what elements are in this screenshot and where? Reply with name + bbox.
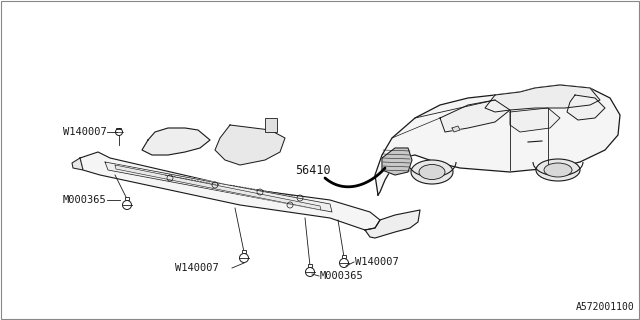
Polygon shape (452, 126, 460, 132)
Bar (242, 250, 246, 252)
Ellipse shape (536, 159, 580, 181)
Polygon shape (510, 108, 560, 132)
Text: W140007: W140007 (355, 257, 399, 267)
Ellipse shape (544, 163, 572, 177)
Text: 56410: 56410 (295, 164, 331, 177)
Polygon shape (567, 95, 605, 120)
Ellipse shape (419, 164, 445, 180)
Text: M000365: M000365 (320, 271, 364, 281)
Polygon shape (485, 85, 600, 112)
Polygon shape (440, 100, 510, 132)
Polygon shape (80, 152, 380, 230)
Polygon shape (382, 148, 412, 175)
Polygon shape (105, 162, 332, 212)
Bar (342, 254, 346, 258)
Ellipse shape (411, 160, 453, 184)
Polygon shape (142, 128, 210, 155)
Polygon shape (365, 210, 420, 238)
Polygon shape (72, 158, 83, 170)
Bar (125, 196, 129, 199)
Polygon shape (115, 165, 321, 210)
Bar (265, 118, 277, 132)
Polygon shape (215, 125, 285, 165)
Text: W140007: W140007 (175, 263, 219, 273)
Polygon shape (375, 85, 620, 195)
Text: A572001100: A572001100 (576, 302, 635, 312)
Text: W140007: W140007 (63, 127, 107, 137)
Text: M000365: M000365 (63, 195, 107, 205)
Bar (308, 263, 312, 267)
